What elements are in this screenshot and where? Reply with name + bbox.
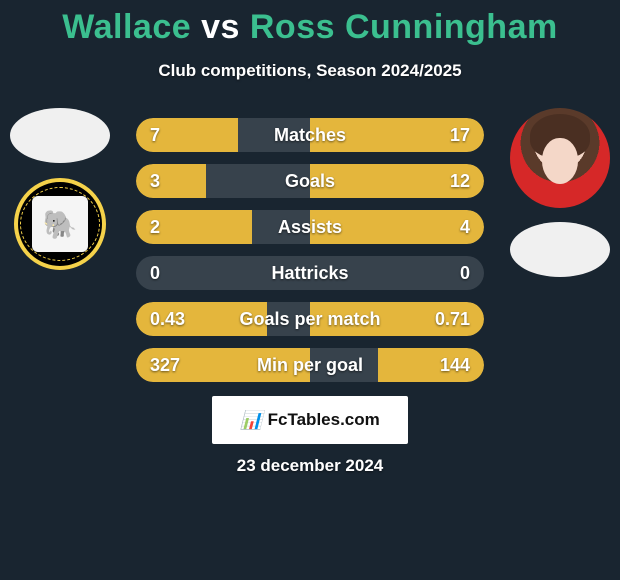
stat-value-right: 0.71 bbox=[435, 302, 470, 336]
left-player-column: 🐘 bbox=[10, 108, 110, 271]
stat-row: 0.43Goals per match0.71 bbox=[136, 302, 484, 336]
stat-row: 7Matches17 bbox=[136, 118, 484, 152]
vs-text: vs bbox=[201, 8, 240, 46]
comparison-card: Wallace vs Ross Cunningham Club competit… bbox=[0, 0, 620, 580]
page-title: Wallace vs Ross Cunningham bbox=[0, 8, 620, 47]
source-badge: 📊 FcTables.com bbox=[212, 396, 408, 444]
subtitle: Club competitions, Season 2024/2025 bbox=[0, 61, 620, 81]
stat-label: Goals bbox=[136, 164, 484, 198]
stat-value-right: 12 bbox=[450, 164, 470, 198]
player2-club-placeholder bbox=[510, 222, 610, 277]
stat-row: 327Min per goal144 bbox=[136, 348, 484, 382]
player1-club-crest: 🐘 bbox=[10, 177, 110, 271]
stat-label: Goals per match bbox=[136, 302, 484, 336]
fctables-icon: 📊 bbox=[240, 410, 261, 431]
stats-bars: 7Matches17 3Goals12 2Assists4 0Hattricks0 0.… bbox=[136, 118, 484, 394]
stat-label: Hattricks bbox=[136, 256, 484, 290]
stat-row: 0Hattricks0 bbox=[136, 256, 484, 290]
right-player-column bbox=[510, 108, 610, 277]
player1-name: Wallace bbox=[62, 8, 191, 46]
stat-value-right: 0 bbox=[460, 256, 470, 290]
fctables-text: FcTables.com bbox=[268, 410, 380, 430]
player2-avatar bbox=[510, 108, 610, 208]
player2-name: Ross Cunningham bbox=[250, 8, 558, 46]
stat-row: 3Goals12 bbox=[136, 164, 484, 198]
stat-row: 2Assists4 bbox=[136, 210, 484, 244]
stat-value-right: 4 bbox=[460, 210, 470, 244]
snapshot-date: 23 december 2024 bbox=[0, 456, 620, 476]
stat-label: Min per goal bbox=[136, 348, 484, 382]
stat-value-right: 17 bbox=[450, 118, 470, 152]
stat-label: Assists bbox=[136, 210, 484, 244]
stat-value-right: 144 bbox=[440, 348, 470, 382]
player1-avatar-placeholder bbox=[10, 108, 110, 163]
stat-label: Matches bbox=[136, 118, 484, 152]
